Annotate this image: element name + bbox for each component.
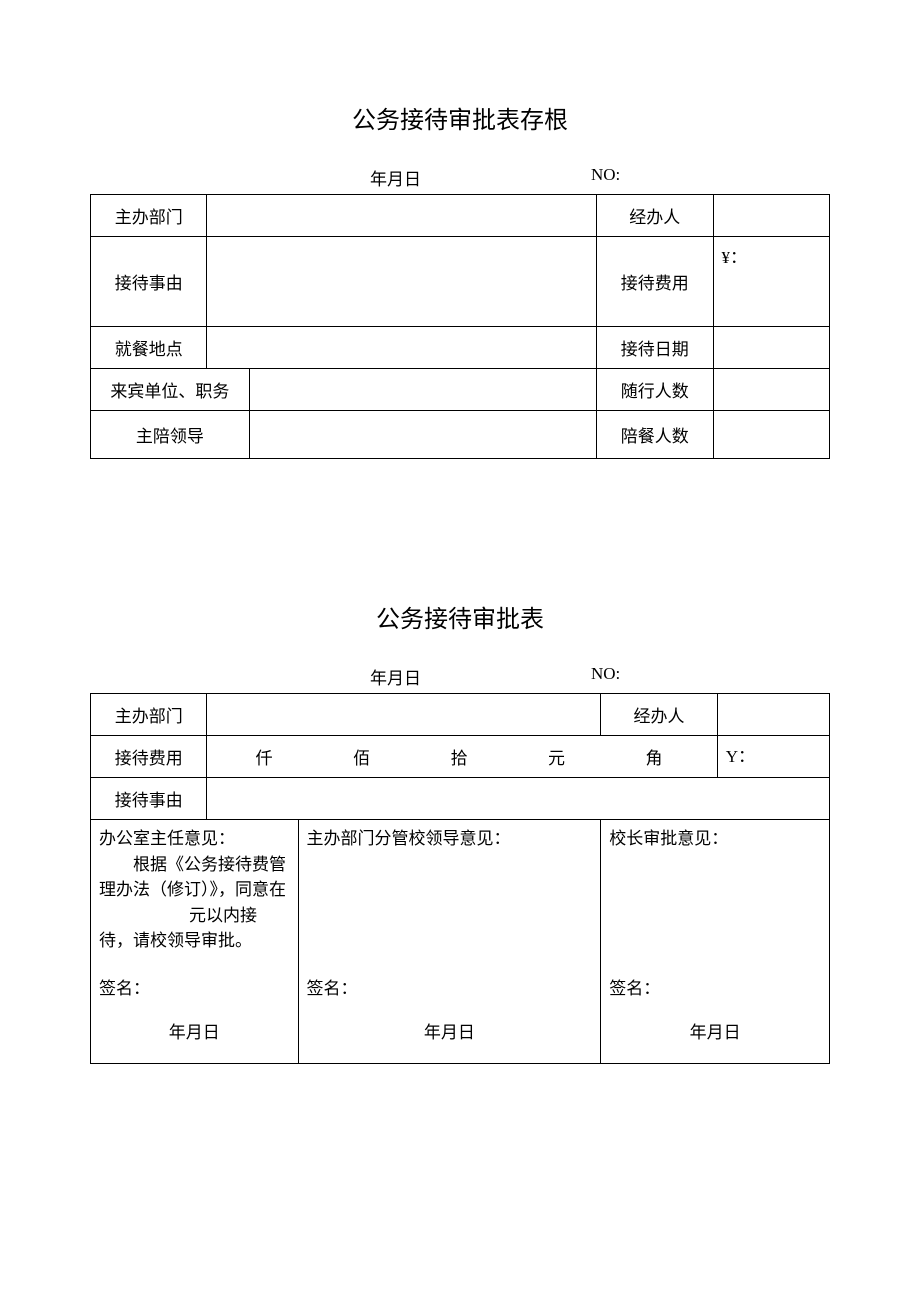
- value-fee-suffix: Y：: [717, 736, 829, 778]
- approval-section: 公务接待审批表 年月日 NO: 主办部门 经办人 接待费用 仟 佰 拾: [90, 599, 830, 1064]
- label-main-leader: 主陪领导: [91, 411, 250, 459]
- unit-shi: 拾: [451, 744, 468, 769]
- table-row: 就餐地点 接待日期: [91, 327, 830, 369]
- opinion1-body-prefix: 根据《公务接待费管理办法（修订）》，同意在: [99, 855, 286, 900]
- opinion2-sig-label: 签名：: [307, 976, 593, 1002]
- value-reason-2: [207, 778, 830, 820]
- table-row: 来宾单位、职务 随行人数: [91, 369, 830, 411]
- opinion1-body-suffix: 元以内接待，请校领导审批。: [99, 906, 257, 951]
- label-reason: 接待事由: [91, 237, 207, 327]
- opinion-dept-leader: 主办部门分管校领导意见： 签名： 年月日: [298, 820, 601, 1064]
- unit-jiao: 角: [645, 744, 662, 769]
- opinion1-sig-label: 签名：: [99, 976, 290, 1002]
- approval-meta-no-label: NO:: [591, 664, 620, 689]
- label-entourage-count: 随行人数: [597, 369, 713, 411]
- value-reason: [207, 237, 597, 327]
- label-reason-2: 接待事由: [91, 778, 207, 820]
- opinion-principal: 校长审批意见： 签名： 年月日: [601, 820, 830, 1064]
- label-guest-unit: 来宾单位、职务: [91, 369, 250, 411]
- value-handler-2: [717, 694, 829, 736]
- approval-table: 主办部门 经办人 接待费用 仟 佰 拾 元 角 Y： 接待事由: [90, 693, 830, 1064]
- stub-table: 主办部门 经办人 接待事由 接待费用 ¥： 就餐地点 接待日期 来宾单位、职务 …: [90, 194, 830, 459]
- approval-title: 公务接待审批表: [90, 599, 830, 634]
- value-diners-count: [713, 411, 829, 459]
- opinion2-date: 年月日: [307, 1002, 593, 1058]
- value-host-dept: [207, 195, 597, 237]
- label-diners-count: 陪餐人数: [597, 411, 713, 459]
- label-location: 就餐地点: [91, 327, 207, 369]
- table-row: 接待费用 仟 佰 拾 元 角 Y：: [91, 736, 830, 778]
- unit-bai: 佰: [353, 744, 370, 769]
- value-reception-date: [713, 327, 829, 369]
- label-handler-2: 经办人: [601, 694, 717, 736]
- opinion3-sig-label: 签名：: [609, 976, 821, 1002]
- label-fee-2: 接待费用: [91, 736, 207, 778]
- stub-meta-date: 年月日: [370, 165, 421, 190]
- opinion2-header: 主办部门分管校领导意见：: [307, 826, 593, 852]
- label-host-dept-2: 主办部门: [91, 694, 207, 736]
- label-host-dept: 主办部门: [91, 195, 207, 237]
- unit-yuan: 元: [548, 744, 565, 769]
- value-handler: [713, 195, 829, 237]
- value-fee: ¥：: [713, 237, 829, 327]
- label-fee: 接待费用: [597, 237, 713, 327]
- approval-meta-date: 年月日: [370, 664, 421, 689]
- stub-section: 公务接待审批表存根 年月日 NO: 主办部门 经办人 接待事由 接待费用 ¥： …: [90, 100, 830, 459]
- opinions-row: 办公室主任意见： 根据《公务接待费管理办法（修订）》，同意在元以内接待，请校领导…: [91, 820, 830, 1064]
- label-handler: 经办人: [597, 195, 713, 237]
- table-row: 主办部门 经办人: [91, 195, 830, 237]
- stub-title: 公务接待审批表存根: [90, 100, 830, 135]
- opinion3-date: 年月日: [609, 1002, 821, 1058]
- value-location: [207, 327, 597, 369]
- value-guest-unit: [249, 369, 596, 411]
- table-row: 主陪领导 陪餐人数: [91, 411, 830, 459]
- opinion1-header: 办公室主任意见：: [99, 826, 290, 852]
- table-row: 接待事由 接待费用 ¥：: [91, 237, 830, 327]
- stub-meta-row: 年月日 NO:: [90, 165, 830, 190]
- unit-qian: 仟: [256, 744, 273, 769]
- stub-meta-no-label: NO:: [591, 165, 620, 190]
- value-host-dept-2: [207, 694, 601, 736]
- table-row: 主办部门 经办人: [91, 694, 830, 736]
- label-reception-date: 接待日期: [597, 327, 713, 369]
- opinion3-header: 校长审批意见：: [609, 826, 821, 852]
- value-fee-units: 仟 佰 拾 元 角: [207, 736, 717, 778]
- opinion-office-director: 办公室主任意见： 根据《公务接待费管理办法（修订）》，同意在元以内接待，请校领导…: [91, 820, 299, 1064]
- value-main-leader: [249, 411, 596, 459]
- opinion1-body: 根据《公务接待费管理办法（修订）》，同意在元以内接待，请校领导审批。: [99, 852, 290, 954]
- opinion1-date: 年月日: [99, 1002, 290, 1058]
- table-row: 接待事由: [91, 778, 830, 820]
- value-entourage-count: [713, 369, 829, 411]
- approval-meta-row: 年月日 NO:: [90, 664, 830, 689]
